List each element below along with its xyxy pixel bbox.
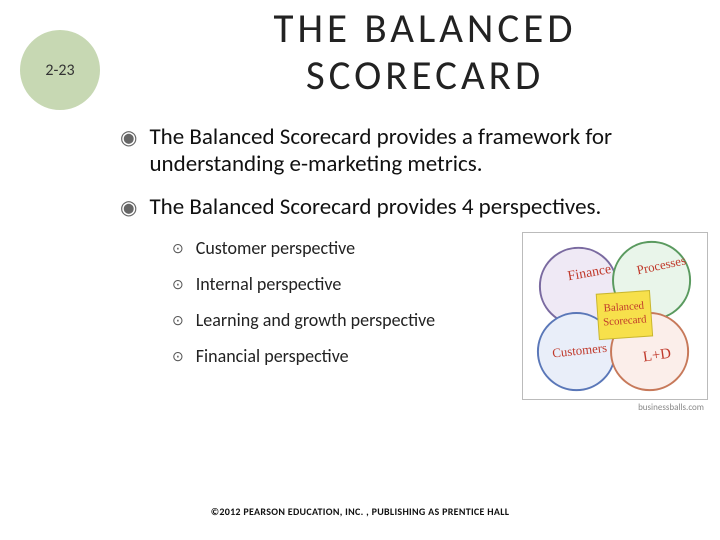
image-caption: businessballs.com — [638, 402, 704, 413]
sub-bullet-text: Financial perspective — [196, 345, 349, 367]
sub-bullet-text: Learning and growth perspective — [196, 309, 435, 331]
sub-bullet-text: Customer perspective — [196, 237, 355, 259]
sub-bullet-icon: ⊙ — [172, 312, 184, 329]
bullet-icon: ◉ — [120, 198, 137, 218]
bullet-item: ◉ The Balanced Scorecard provides 4 pers… — [120, 194, 700, 221]
bullet-item: ◉ The Balanced Scorecard provides a fram… — [120, 124, 700, 178]
page-number: 2-23 — [45, 61, 74, 80]
slide-title: THE BALANCED SCORECARD — [150, 6, 700, 100]
sub-bullet-icon: ⊙ — [172, 276, 184, 293]
bullet-text: The Balanced Scorecard provides a framew… — [149, 124, 700, 178]
page-number-badge: 2-23 — [20, 30, 100, 110]
sub-bullet-text: Internal perspective — [196, 273, 342, 295]
scorecard-diagram: BalancedScorecardFinanceProcessesCustome… — [522, 232, 708, 400]
slide: 2-23 THE BALANCED SCORECARD ◉ The Balanc… — [0, 0, 720, 540]
copyright-footer: ©2012 PEARSON EDUCATION, INC. , PUBLISHI… — [0, 505, 720, 518]
sub-bullet-icon: ⊙ — [172, 348, 184, 365]
bullet-icon: ◉ — [120, 128, 137, 148]
sub-bullet-icon: ⊙ — [172, 240, 184, 257]
bullet-text: The Balanced Scorecard provides 4 perspe… — [149, 194, 601, 221]
